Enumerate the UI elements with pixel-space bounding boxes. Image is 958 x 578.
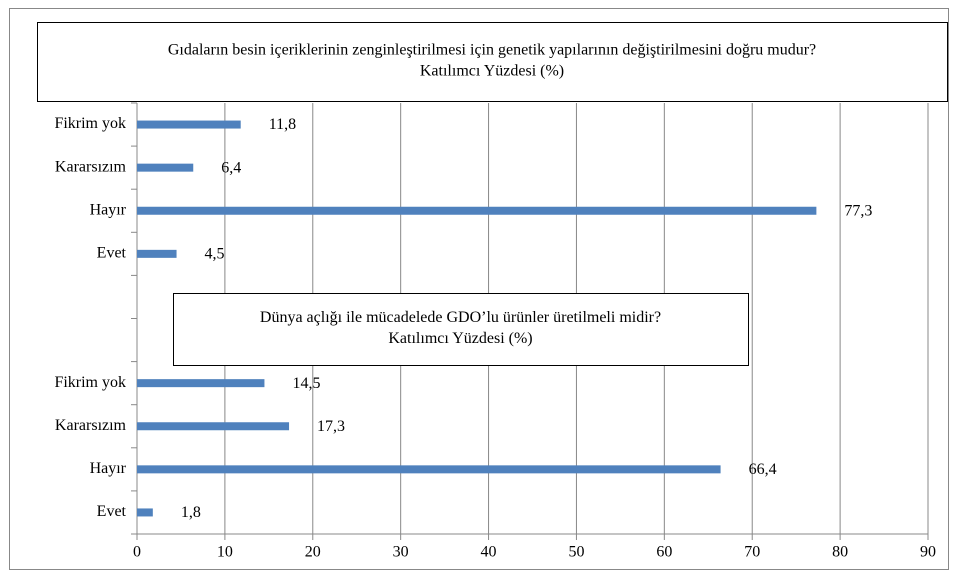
x-tick-label: 60 bbox=[656, 544, 672, 561]
bar bbox=[137, 163, 194, 172]
bar bbox=[137, 379, 265, 388]
y-tick-label: Kararsızım bbox=[55, 158, 127, 175]
value-label: 77,3 bbox=[844, 202, 872, 219]
value-label: 17,3 bbox=[317, 418, 345, 435]
annotation-text: Gıdaların besin içeriklerinin zenginleşt… bbox=[168, 42, 816, 59]
value-label: 14,5 bbox=[292, 375, 320, 392]
annotation-text: Katılımcı Yüzdesi (%) bbox=[420, 63, 564, 80]
x-tick-label: 90 bbox=[920, 544, 936, 561]
x-tick-label: 40 bbox=[481, 544, 497, 561]
x-tick-label: 50 bbox=[568, 544, 584, 561]
x-tick-label: 10 bbox=[217, 544, 233, 561]
value-label: 6,4 bbox=[221, 159, 241, 176]
value-label: 11,8 bbox=[269, 116, 296, 133]
y-tick-label: Evet bbox=[97, 503, 127, 520]
y-tick-label: Hayır bbox=[90, 201, 127, 218]
value-label: 4,5 bbox=[205, 246, 225, 263]
y-tick-label: Evet bbox=[97, 245, 127, 262]
x-tick-label: 80 bbox=[832, 544, 848, 561]
bar bbox=[137, 249, 177, 258]
annotation-text: Katılımcı Yüzdesi (%) bbox=[388, 330, 532, 347]
annotation-box bbox=[173, 293, 749, 366]
bar bbox=[137, 465, 721, 474]
bar bbox=[137, 508, 153, 517]
bar bbox=[137, 422, 290, 431]
y-tick-label: Fikrim yok bbox=[54, 115, 126, 132]
value-label: 1,8 bbox=[181, 504, 201, 521]
x-tick-label: 20 bbox=[305, 544, 321, 561]
bar bbox=[137, 206, 817, 215]
annotation-text: Dünya açlığı ile mücadelede GDO’lu ürünl… bbox=[260, 309, 661, 326]
x-tick-label: 0 bbox=[133, 544, 141, 561]
y-tick-label: Hayır bbox=[90, 460, 127, 477]
annotation-box bbox=[37, 22, 948, 102]
y-tick-label: Fikrim yok bbox=[54, 374, 126, 391]
y-tick-label: Kararsızım bbox=[55, 417, 127, 434]
x-tick-label: 30 bbox=[393, 544, 409, 561]
bar bbox=[137, 120, 241, 129]
value-label: 66,4 bbox=[749, 461, 777, 478]
x-tick-label: 70 bbox=[744, 544, 760, 561]
